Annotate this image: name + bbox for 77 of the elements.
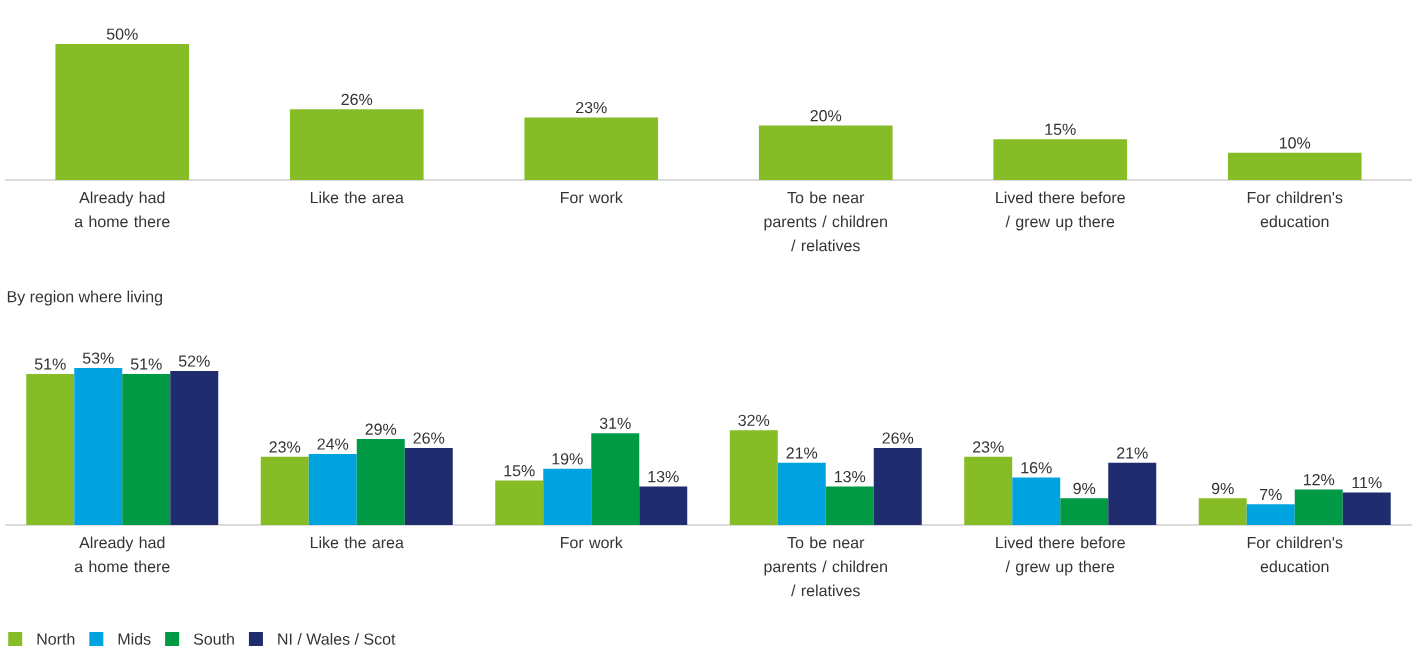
bar xyxy=(1198,498,1247,525)
bar xyxy=(729,430,778,525)
data-label: 26% xyxy=(341,93,373,106)
bar xyxy=(524,117,659,180)
data-label: 13% xyxy=(834,470,866,483)
bar xyxy=(26,373,75,525)
bar xyxy=(289,109,424,180)
bar xyxy=(964,456,1013,525)
bar xyxy=(356,439,405,525)
data-label: 50% xyxy=(106,28,138,40)
data-label: 19% xyxy=(552,453,583,465)
data-label: 23% xyxy=(973,441,1004,453)
data-label: 24% xyxy=(317,438,349,450)
x-tick-label: Like the area xyxy=(310,191,404,204)
data-label: 9% xyxy=(1211,482,1234,495)
bar xyxy=(591,433,640,525)
data-label: 11% xyxy=(1352,477,1382,489)
data-label: 26% xyxy=(413,432,445,444)
bar xyxy=(1246,504,1295,525)
x-tick-label: Lived there before / grew up there xyxy=(996,536,1125,576)
data-label: 23% xyxy=(576,101,607,114)
bar xyxy=(1012,477,1061,525)
bar xyxy=(74,367,123,525)
data-label: 51% xyxy=(34,358,66,370)
data-label: 21% xyxy=(1117,447,1148,459)
data-label: 31% xyxy=(599,417,631,429)
data-label: 52% xyxy=(178,355,210,367)
bar xyxy=(308,453,357,525)
x-tick-label: Already had a home there xyxy=(74,191,170,228)
x-tick-label: To be near parents / children / relatives xyxy=(764,536,887,597)
bar xyxy=(758,125,893,180)
data-label: 13% xyxy=(648,470,679,483)
bar xyxy=(1108,462,1157,525)
bar xyxy=(55,43,190,180)
data-label: 12% xyxy=(1303,473,1335,486)
data-label: 51% xyxy=(130,358,162,370)
data-label: 29% xyxy=(365,423,397,435)
x-tick-label: Already had a home there xyxy=(74,536,170,573)
data-label: 15% xyxy=(1045,123,1076,135)
data-label: 21% xyxy=(786,447,818,459)
bar xyxy=(260,456,309,525)
bar xyxy=(993,139,1128,180)
x-tick-label: Lived there before / grew up there xyxy=(996,191,1125,231)
bar xyxy=(1227,152,1362,180)
bar xyxy=(122,373,171,525)
data-label: 7% xyxy=(1260,488,1282,501)
data-label: 9% xyxy=(1073,482,1096,495)
data-label: 20% xyxy=(810,110,842,122)
bar xyxy=(1342,492,1391,525)
bar xyxy=(404,447,453,525)
data-label: 26% xyxy=(882,432,914,444)
x-tick-label: To be near parents / children / relatives xyxy=(764,191,887,252)
bar xyxy=(543,468,592,525)
bar xyxy=(495,480,544,525)
legend-label: NI / Wales / Scot xyxy=(278,633,396,645)
bar xyxy=(1060,498,1109,525)
x-tick-label: For work xyxy=(561,536,623,549)
data-label: 10% xyxy=(1279,137,1311,149)
data-label: 53% xyxy=(82,352,114,364)
data-label: 15% xyxy=(504,465,535,477)
chart-title: By region where living xyxy=(7,290,162,306)
legend-label: North xyxy=(37,633,75,645)
bar xyxy=(1294,489,1343,525)
bar xyxy=(825,486,874,525)
legend-label: South xyxy=(193,633,234,645)
bar xyxy=(639,486,688,525)
bar xyxy=(170,370,219,525)
data-label: 16% xyxy=(1021,462,1052,474)
bar xyxy=(873,447,922,525)
x-tick-label: For children's education xyxy=(1247,536,1343,573)
x-tick-label: For work xyxy=(561,191,623,204)
legend-label: Mids xyxy=(118,633,151,645)
x-tick-label: Like the area xyxy=(310,536,404,549)
bar xyxy=(777,462,826,525)
x-tick-label: For children's education xyxy=(1247,191,1343,228)
data-label: 32% xyxy=(738,414,770,426)
data-label: 23% xyxy=(269,441,301,453)
